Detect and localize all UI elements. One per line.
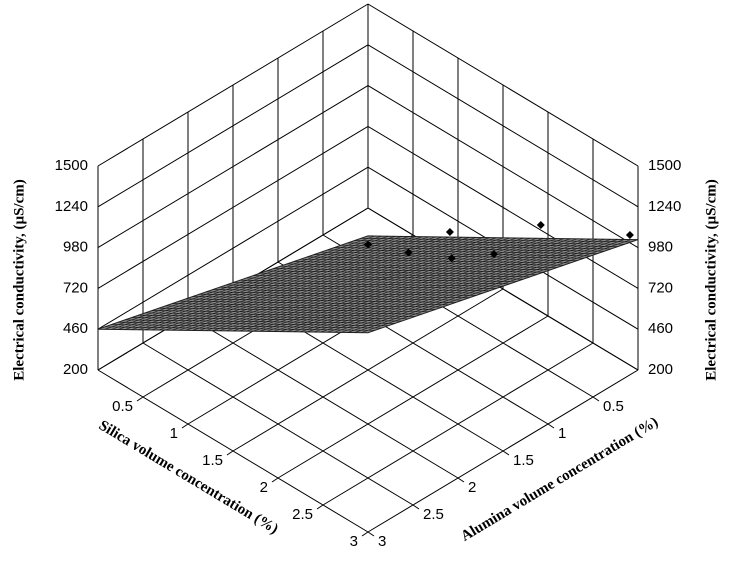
surface-mesh — [259, 237, 531, 332]
surface-mesh — [226, 284, 497, 289]
surface-mesh — [205, 291, 477, 296]
surface-mesh — [307, 238, 578, 333]
z-axis-label-left: Electrical conductivity, (µS/cm) — [11, 179, 27, 381]
z-tick-label-right: 460 — [648, 320, 673, 337]
surface-mesh — [327, 238, 598, 333]
labels: 200 200 460 460 720 720 980 980 1240 1240 1500 1500… — [55, 157, 682, 550]
surface-mesh — [212, 289, 483, 294]
x-tick — [181, 423, 189, 429]
y-tick-label: 2 — [468, 479, 476, 496]
surface-mesh — [232, 282, 504, 287]
grid-line — [142, 342, 414, 506]
surface-mesh — [138, 314, 409, 320]
surface-mesh — [334, 238, 605, 333]
y-tick — [592, 396, 600, 402]
floor-edge — [367, 207, 639, 371]
data-point — [625, 230, 634, 239]
y-tick — [367, 531, 375, 537]
surface-mesh — [361, 239, 632, 333]
surface-mesh — [219, 286, 490, 292]
surface-mesh — [131, 317, 402, 322]
surface-mesh — [273, 238, 544, 332]
y-tick-label: 1.5 — [513, 452, 534, 469]
x-tick-label: 1.5 — [202, 452, 223, 469]
z-tick-label-right: 720 — [648, 279, 673, 296]
z-tick-label-left: 720 — [63, 279, 88, 296]
x-tick — [316, 504, 324, 510]
z-tick-label-right: 1240 — [648, 198, 681, 215]
y-tick-label: 3 — [378, 533, 386, 550]
surface — [97, 235, 639, 334]
surface-mesh — [340, 238, 612, 333]
y-tick-label: 2.5 — [423, 506, 444, 523]
data-point — [490, 250, 498, 259]
surface-mesh — [178, 300, 450, 306]
grid-line — [187, 315, 459, 479]
data-point — [404, 248, 413, 257]
surface-mesh — [246, 237, 517, 332]
z-tick-label-left: 460 — [63, 320, 88, 337]
surface-mesh — [199, 293, 470, 299]
x-tick-label: 1 — [170, 425, 178, 442]
surface-mesh — [158, 307, 429, 313]
surface-mesh — [239, 237, 510, 332]
surface-mesh — [104, 326, 375, 331]
y-tick-label: 1 — [558, 425, 566, 442]
x-axis-label: Silica volume concentration (%) — [96, 418, 281, 538]
surface-mesh — [111, 324, 382, 329]
data-point — [447, 254, 456, 263]
z-tick-label-right: 200 — [648, 361, 673, 378]
surface-mesh — [320, 238, 591, 333]
y-tick — [547, 423, 555, 429]
z-tick-label-right: 980 — [648, 239, 673, 256]
x-tick — [361, 531, 369, 537]
surface-mesh — [253, 237, 524, 332]
z-tick-label-left: 1500 — [55, 157, 88, 174]
y-tick-label: 0.5 — [603, 398, 624, 415]
x-tick-label: 3 — [350, 533, 358, 550]
surface-mesh — [124, 319, 396, 324]
surface-mesh — [172, 303, 443, 308]
x-tick-label: 0.5 — [112, 398, 133, 415]
x-tick — [226, 450, 234, 456]
x-tick-label: 2 — [260, 479, 268, 496]
x-tick — [271, 477, 279, 483]
z-tick-label-left: 200 — [63, 361, 88, 378]
surface-mesh — [347, 239, 618, 333]
x-tick-label: 2.5 — [292, 506, 313, 523]
y-tick — [502, 450, 510, 456]
surface-mesh — [286, 238, 558, 332]
z-axis-label-right: Electrical conductivity, (µS/cm) — [703, 179, 719, 381]
z-tick-label-left: 1240 — [55, 198, 88, 215]
surface-mesh — [313, 238, 585, 333]
z-tick-label-left: 980 — [63, 239, 88, 256]
x-tick — [136, 396, 144, 402]
surface-mesh — [280, 238, 551, 332]
surface-mesh — [151, 310, 423, 315]
surface-mesh — [354, 239, 625, 333]
points — [364, 220, 634, 263]
surface-mesh — [300, 238, 571, 333]
surface-mesh — [165, 305, 436, 310]
surface-mesh — [145, 312, 416, 317]
y-tick — [412, 504, 420, 510]
data-point — [536, 220, 545, 229]
surface-mesh — [185, 298, 456, 303]
surface-mesh — [293, 238, 564, 333]
data-point — [364, 240, 372, 249]
z-tick-label-right: 1500 — [648, 157, 681, 174]
y-tick — [457, 477, 465, 483]
data-point — [445, 227, 454, 236]
surface-mesh — [192, 296, 463, 301]
surface-mesh — [118, 321, 389, 327]
